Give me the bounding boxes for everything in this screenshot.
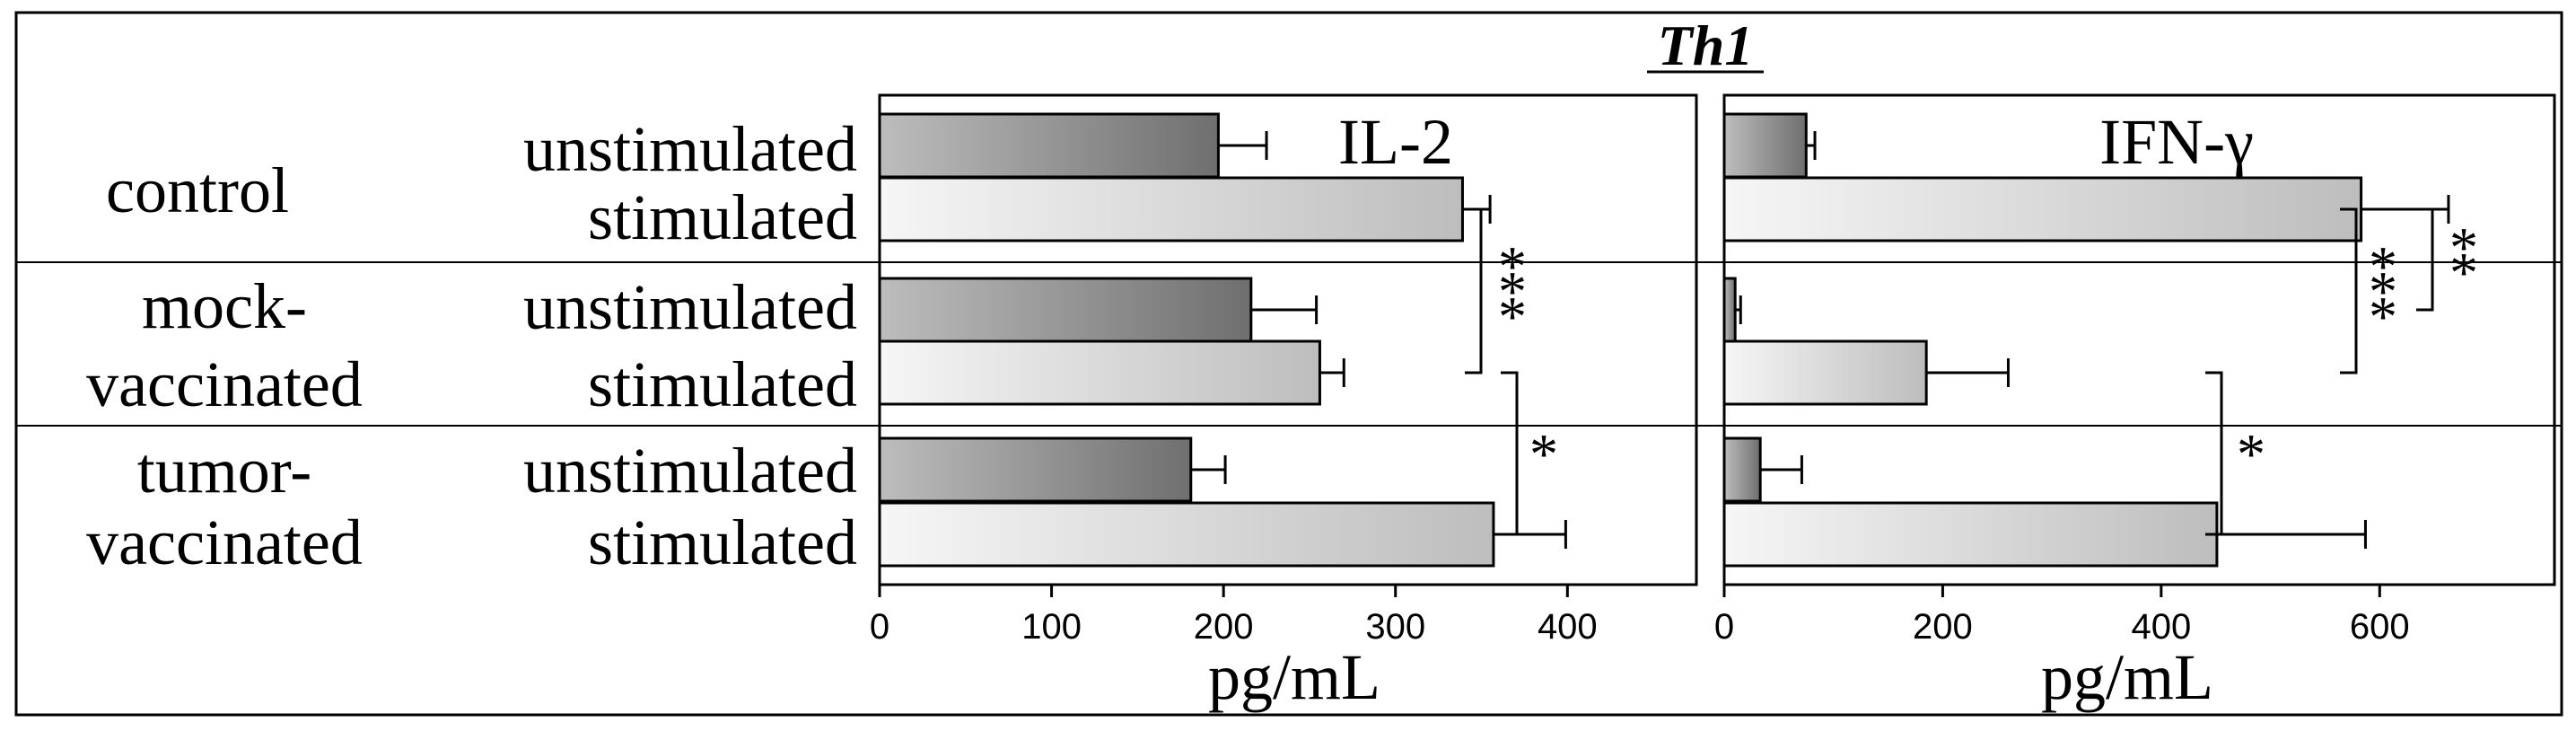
il2-significance-label-1: * <box>1529 422 1558 486</box>
group-label-mock-line1: mock- <box>142 270 307 342</box>
il2-xlabel: pg/mL <box>1208 641 1380 713</box>
ifng-significance-star-1-0: * <box>2449 216 2478 279</box>
condition-label-tumor-stimulated: stimulated <box>588 507 857 578</box>
ifng-significance-label-0: *** <box>2369 234 2397 348</box>
il2-bar-2 <box>878 277 1253 343</box>
il2-significance-star-0-1: * <box>1498 260 1527 323</box>
condition-label-mock-stimulated: stimulated <box>588 348 857 420</box>
il2-bar-3 <box>878 339 1321 406</box>
il2-xtick-label-0: 0 <box>870 607 889 647</box>
group-label-control: control <box>106 154 289 226</box>
condition-labels: unstimulated stimulated unstimulated sti… <box>523 113 857 578</box>
il2-significance-star-0-0: * <box>1498 234 1527 298</box>
ifng-bar-2 <box>1722 277 1737 343</box>
ifng-bar-4 <box>1722 436 1762 503</box>
group-label-mock-line2: vaccinated <box>86 348 363 420</box>
il2-bar-1 <box>878 176 1464 242</box>
condition-label-control-unstimulated: unstimulated <box>523 113 857 185</box>
ifng-xtick-label-3: 600 <box>2350 607 2410 647</box>
ifng-panel-title: IFN-γ <box>2099 106 2254 178</box>
ifng-significance-star-0-1: * <box>2369 260 2397 323</box>
il2-bar-0 <box>878 112 1220 179</box>
ifng-bar-5 <box>1722 501 2219 568</box>
ifng-bar-3 <box>1722 339 1928 406</box>
ifng-xtick-label-2: 400 <box>2131 607 2191 647</box>
il2-significance-bracket-0 <box>1465 207 1483 374</box>
condition-label-tumor-unstimulated: unstimulated <box>523 435 857 507</box>
il2-bar-5 <box>878 501 1495 568</box>
il2-panel-title: IL-2 <box>1338 106 1453 178</box>
ifng-bar-0 <box>1722 112 1808 179</box>
ifng-xtick-label-0: 0 <box>1714 607 1734 647</box>
ifng-significance-bracket-1 <box>2416 207 2434 312</box>
group-labels: control mock- vaccinated tumor- vaccinat… <box>86 154 363 578</box>
il2-significance-bracket-1 <box>1501 371 1519 536</box>
il2-xtick-label-1: 100 <box>1021 607 1082 647</box>
ifng-significance-star-1-1: * <box>2449 241 2478 304</box>
ifng-significance-label-1: ** <box>2449 216 2478 304</box>
ifng-significance-bracket-2 <box>2205 371 2223 536</box>
condition-label-mock-unstimulated: unstimulated <box>523 271 857 343</box>
ifng-xtick-label-1: 200 <box>1913 607 1973 647</box>
ifng-xlabel: pg/mL <box>2041 641 2213 713</box>
il2-xtick-label-4: 400 <box>1538 607 1598 647</box>
ifng-significance-label-2: * <box>2237 422 2265 486</box>
ifng-significance-bracket-0 <box>2340 207 2358 374</box>
group-label-tumor-line1: tumor- <box>137 435 312 507</box>
il2-bar-4 <box>878 436 1193 503</box>
ifng-significance-star-0-2: * <box>2369 285 2397 348</box>
il2-xtick-label-2: 200 <box>1194 607 1254 647</box>
ifng-bar-1 <box>1722 176 2363 242</box>
ifng-significance-star-2-0: * <box>2237 422 2265 486</box>
group-label-tumor-line2: vaccinated <box>86 507 363 578</box>
il2-xtick-label-3: 300 <box>1365 607 1425 647</box>
il2-significance-star-0-2: * <box>1498 285 1527 348</box>
il2-significance-label-0: *** <box>1498 234 1527 348</box>
figure-title: Th1 <box>1658 13 1754 77</box>
condition-label-control-stimulated: stimulated <box>588 181 857 253</box>
il2-significance-star-1-0: * <box>1529 422 1558 486</box>
ifng-significance-star-0-0: * <box>2369 234 2397 298</box>
